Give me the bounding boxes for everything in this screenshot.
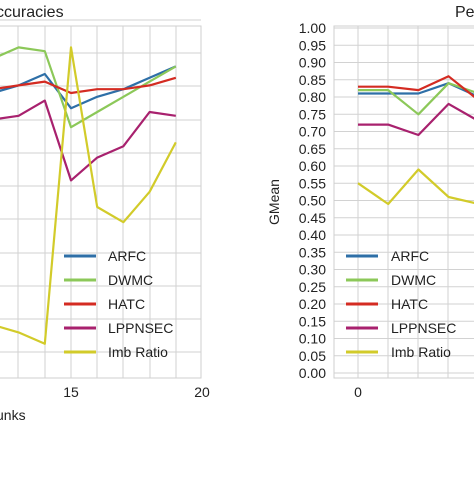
left-x-tick-label: 15 xyxy=(63,384,79,400)
right-y-tick-label: 1.00 xyxy=(299,20,326,36)
right-y-tick-label: 0.65 xyxy=(299,141,326,157)
left-plot-frame xyxy=(0,25,202,379)
right-y-tick-label: 0.35 xyxy=(299,244,326,260)
right-series-line-lppnsec xyxy=(358,102,474,137)
right-y-tick-label: 0.55 xyxy=(299,175,326,191)
right-y-tick-label: 0.95 xyxy=(299,37,326,53)
right-y-tick-label: 0.20 xyxy=(299,296,326,312)
left-series-line-hatc xyxy=(0,76,177,95)
right-y-ticks: 0.000.050.10 0.150.200.250.30 0.350.400.45… xyxy=(299,20,326,381)
right-chart-panel: Pe 0.000.050.100.150.200.250.300.350.400… xyxy=(266,4,474,400)
right-legend-label-arfc: ARFC xyxy=(391,248,429,264)
right-x-ticks: 0 xyxy=(354,384,362,400)
left-legend-label-lppnsec: LPPNSEC xyxy=(108,320,173,336)
right-legend-label-lppnsec: LPPNSEC xyxy=(391,320,456,336)
right-plot-frame xyxy=(333,25,474,379)
right-y-tick-label: 0.05 xyxy=(299,348,326,364)
right-legend-label-imb-ratio: Imb Ratio xyxy=(391,344,451,360)
left-x-axis-label: unks xyxy=(0,407,26,423)
right-y-tick-label: 0.25 xyxy=(299,279,326,295)
right-y-tick-label: 0.75 xyxy=(299,106,326,122)
left-chart-title: ccuracies xyxy=(0,4,64,21)
right-series-line-hatc xyxy=(358,75,474,98)
right-x-tick-label: 0 xyxy=(354,384,362,400)
left-legend-label-arfc: ARFC xyxy=(108,248,146,264)
right-series-lines xyxy=(357,75,474,206)
right-legend-label-dwmc: DWMC xyxy=(391,272,436,288)
left-series-line-dwmc xyxy=(0,46,177,129)
right-y-axis-label: GMean xyxy=(266,179,282,225)
left-legend-label-imb-ratio: Imb Ratio xyxy=(108,344,168,360)
right-y-tick-label: 0.50 xyxy=(299,193,326,209)
right-legend-label-hatc: HATC xyxy=(391,296,428,312)
right-y-tick-label: 0.85 xyxy=(299,72,326,88)
left-x-tick-label: 20 xyxy=(194,384,210,400)
left-series-line-lppnsec xyxy=(0,99,176,182)
left-legend: ARFC DWMC HATC LPPNSEC Imb Ratio xyxy=(64,248,173,360)
right-y-tick-label: 0.30 xyxy=(299,262,326,278)
right-legend: ARFC DWMC HATC LPPNSEC Imb Ratio xyxy=(346,248,456,360)
right-y-tick-label: 0.60 xyxy=(299,158,326,174)
right-y-tick-label: 0.70 xyxy=(299,124,326,140)
right-y-tick-label: 0.45 xyxy=(299,210,326,226)
left-legend-label-dwmc: DWMC xyxy=(108,272,153,288)
right-y-tick-label: 0.90 xyxy=(299,55,326,71)
left-legend-label-hatc: HATC xyxy=(108,296,145,312)
left-series-line-imb-ratio xyxy=(0,46,177,345)
right-y-tick-label: 0.10 xyxy=(299,331,326,347)
right-series-line-imb-ratio xyxy=(357,168,474,206)
right-series-line-dwmc xyxy=(358,82,474,116)
right-y-tick-label: 0.80 xyxy=(299,89,326,105)
right-y-tick-label: 0.40 xyxy=(299,227,326,243)
left-series-line-arfc xyxy=(0,65,177,110)
left-x-ticks: 15 20 xyxy=(63,384,210,400)
right-chart-title: Pe xyxy=(455,4,474,21)
right-y-tick-label: 0.00 xyxy=(299,365,326,381)
right-y-tick-label: 0.15 xyxy=(299,313,326,329)
left-series-lines xyxy=(0,46,177,345)
